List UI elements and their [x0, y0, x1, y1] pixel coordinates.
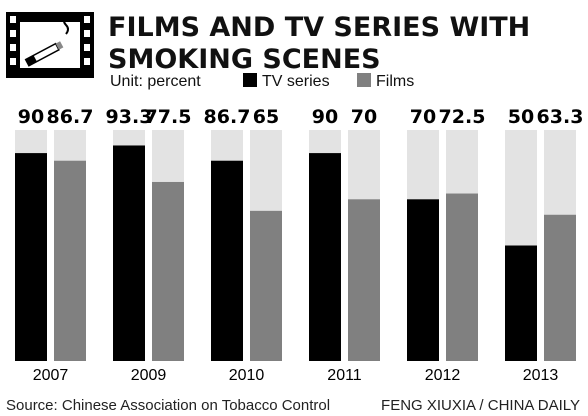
legend-label-films: Films	[376, 73, 414, 90]
value-label-tv-series-2010: 86.7	[204, 106, 251, 128]
x-tick-label-2010: 2010	[229, 367, 265, 384]
bar-films-2011	[348, 199, 380, 361]
source-note: Source: Chinese Association on Tobacco C…	[6, 397, 330, 414]
film-strip-cigarette-icon	[6, 12, 94, 78]
value-label-tv-series-2012: 70	[410, 106, 436, 128]
value-label-films-2012: 72.5	[439, 106, 486, 128]
bar-films-2007	[54, 160, 86, 361]
bars	[15, 130, 576, 361]
x-tick-label-2013: 2013	[523, 367, 559, 384]
legend-swatch-films	[357, 73, 371, 87]
x-tick-label-2012: 2012	[425, 367, 461, 384]
x-tick-label-2011: 2011	[327, 367, 362, 384]
value-label-tv-series-2013: 50	[508, 106, 534, 128]
bar-films-2012	[446, 193, 478, 361]
bar-tv-series-2009	[113, 145, 145, 361]
value-label-films-2007: 86.7	[47, 106, 94, 128]
value-label-films-2009: 77.5	[145, 106, 192, 128]
value-label-tv-series-2009: 93.3	[106, 106, 153, 128]
legend-swatch-tv-series	[243, 73, 257, 87]
chart-title-line1: FILMS AND TV SERIES WITH	[108, 12, 530, 43]
bar-films-2013	[544, 214, 576, 361]
legend: TV series Films	[243, 73, 414, 90]
legend-label-tv-series: TV series	[262, 73, 330, 90]
bar-films-2009	[152, 181, 184, 361]
value-label-tv-series-2011: 90	[312, 106, 338, 128]
value-label-films-2013: 63.3	[537, 106, 584, 128]
value-label-tv-series-2007: 90	[18, 106, 44, 128]
bar-tv-series-2013	[505, 245, 537, 361]
x-tick-label-2009: 2009	[131, 367, 167, 384]
bar-tv-series-2011	[309, 153, 341, 361]
unit-label: Unit: percent	[110, 73, 201, 90]
bar-tv-series-2012	[407, 199, 439, 361]
x-tick-label-2007: 2007	[33, 367, 69, 384]
bar-tv-series-2007	[15, 153, 47, 361]
bar-tv-series-2010	[211, 160, 243, 361]
chart-title-line2: SMOKING SCENES	[108, 44, 381, 75]
value-label-films-2011: 70	[351, 106, 377, 128]
bar-films-2010	[250, 210, 282, 361]
credit-note: FENG XIUXIA / CHINA DAILY	[381, 397, 580, 414]
value-label-films-2010: 65	[253, 106, 279, 128]
